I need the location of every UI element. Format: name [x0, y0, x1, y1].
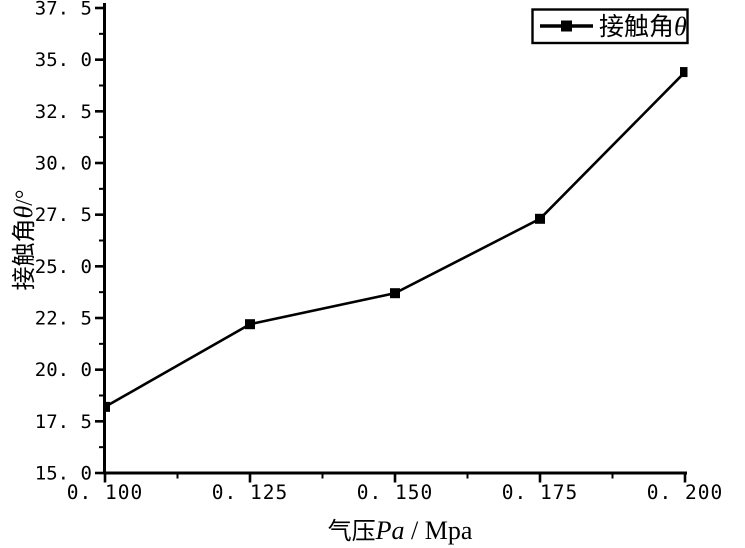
legend-marker-icon [561, 20, 572, 32]
y-tick-label: 30. 0 [35, 153, 92, 175]
y-tick-label: 37. 5 [35, 0, 92, 20]
y-tick-label: 20. 0 [35, 359, 92, 381]
x-tick-label: 0. 175 [502, 481, 578, 504]
y-tick-label: 27. 5 [35, 204, 92, 226]
data-point-marker [390, 288, 400, 299]
x-tick-label: 0. 125 [212, 481, 288, 504]
y-tick-label: 17. 5 [35, 411, 92, 433]
data-point-marker [535, 213, 545, 224]
x-tick-label: 0. 200 [647, 481, 723, 504]
x-tick-label: 0. 150 [357, 481, 433, 504]
series-group [104, 67, 688, 412]
y-axis-title: 接触角θ/° [9, 189, 38, 290]
legend: 接触角θ [531, 8, 689, 45]
y-tick-label: 32. 5 [35, 101, 92, 123]
y-tick-label: 35. 0 [35, 49, 92, 71]
data-point-marker [104, 401, 110, 412]
y-tick-label: 25. 0 [35, 256, 92, 278]
data-line [104, 71, 686, 408]
y-tick-label: 22. 5 [35, 308, 92, 330]
data-point-marker [245, 319, 255, 330]
legend-label: 接触角θ [599, 12, 687, 41]
x-axis-title: 气压Pa / Mpa [328, 516, 473, 545]
x-tick-label: 0. 100 [67, 481, 143, 504]
data-point-marker [680, 67, 688, 78]
y-tick-label: 15. 0 [35, 463, 92, 485]
